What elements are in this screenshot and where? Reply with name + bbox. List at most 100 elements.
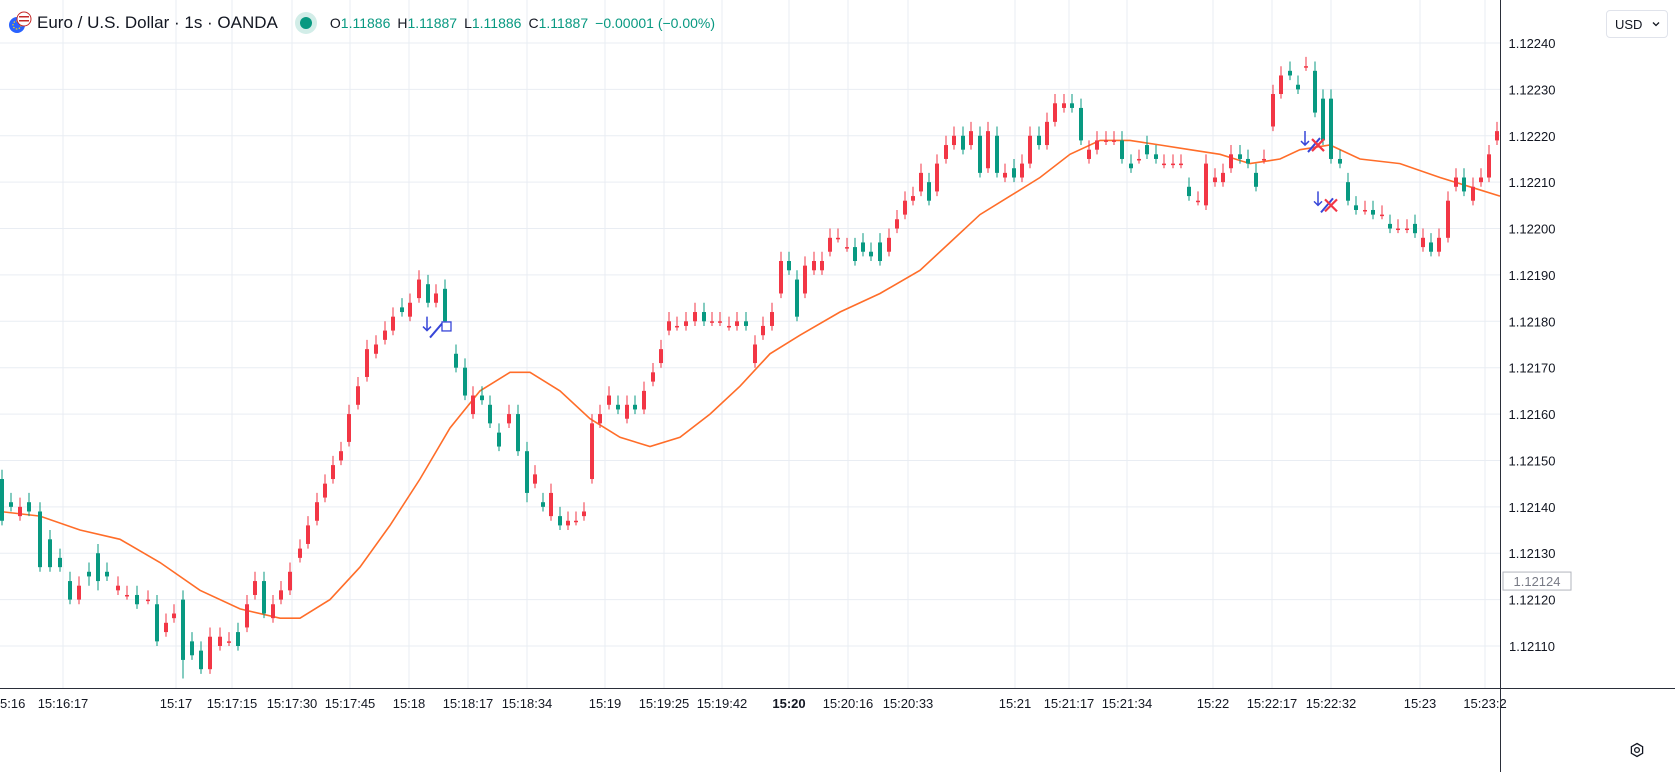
candle	[1204, 154, 1208, 210]
x-tick-label: 5:16	[0, 696, 25, 711]
candle	[1396, 219, 1400, 234]
candle-body	[1012, 168, 1016, 178]
candle	[306, 516, 310, 549]
signal-slash	[1307, 137, 1321, 153]
moving-average-line	[0, 139, 1501, 619]
candle	[245, 594, 249, 633]
candle	[625, 395, 629, 424]
chart-settings-button[interactable]	[1622, 738, 1652, 766]
candle	[227, 632, 231, 646]
x-tick-label: 15:21	[999, 696, 1032, 711]
candle	[533, 465, 537, 489]
candle	[779, 251, 783, 299]
candle-body	[1070, 103, 1074, 108]
candle-body	[426, 284, 430, 303]
candle-body	[1262, 158, 1266, 161]
candle	[1288, 61, 1292, 81]
candle-body	[903, 200, 907, 215]
candle-body	[598, 414, 602, 424]
candle	[911, 186, 915, 206]
candle-body	[408, 302, 412, 317]
candle-body	[927, 182, 931, 201]
candle	[146, 590, 150, 605]
candle	[288, 562, 292, 595]
x-tick-label: 15:17:15	[207, 696, 258, 711]
candle	[208, 627, 212, 674]
candle	[1479, 168, 1483, 187]
candle	[1429, 233, 1433, 257]
candle-body	[218, 636, 222, 646]
y-tick-label: 1.12240	[1509, 36, 1556, 51]
candle-body	[400, 307, 404, 313]
candle-body	[1313, 70, 1317, 113]
symbol-title[interactable]: Euro / U.S. Dollar · 1s · OANDA	[37, 13, 278, 32]
candle	[702, 302, 706, 326]
candle-body	[684, 321, 688, 326]
candle	[1338, 149, 1342, 169]
y-tick-label: 1.12110	[1509, 639, 1555, 654]
candle-body	[753, 344, 757, 364]
candle	[903, 191, 907, 220]
candle	[236, 622, 240, 651]
candle	[77, 576, 81, 605]
candle	[1495, 121, 1499, 146]
candle-body	[105, 571, 109, 577]
y-tick-label: 1.12130	[1509, 546, 1556, 561]
currency-selector[interactable]: USD	[1606, 10, 1668, 38]
candle-body	[1321, 98, 1325, 141]
candle	[675, 316, 679, 331]
low-key: L	[464, 15, 472, 31]
candle-body	[533, 474, 537, 484]
candle	[582, 502, 586, 521]
candle-body	[181, 599, 185, 660]
candle-body	[315, 502, 319, 521]
candle-body	[1087, 149, 1091, 159]
close-value: 1.11887	[538, 15, 589, 31]
candle-body	[659, 349, 663, 364]
candle	[190, 632, 194, 660]
x-tick-label: 15:22:32	[1306, 696, 1357, 711]
candle	[1271, 84, 1275, 132]
candle-body	[1204, 163, 1208, 206]
candle-body	[795, 279, 799, 317]
candle-body	[978, 135, 982, 173]
price-label: 1.12124	[1514, 574, 1561, 589]
candle	[315, 492, 319, 526]
candle	[1262, 149, 1266, 164]
candle-body	[744, 321, 748, 326]
candle	[935, 154, 939, 197]
candle-body	[443, 288, 447, 322]
candle	[1187, 177, 1191, 201]
chevron-down-icon	[1651, 17, 1661, 32]
candle-body	[262, 581, 266, 614]
candle-body	[236, 632, 240, 646]
high-value: 1.11887	[407, 15, 458, 31]
candle-body	[417, 279, 421, 299]
candle-body	[803, 265, 807, 294]
candle	[1104, 131, 1108, 146]
candle-body	[331, 465, 335, 480]
candle-body	[48, 539, 52, 568]
candle	[339, 441, 343, 466]
candle-body	[1104, 140, 1108, 142]
down-arrow-marker	[1313, 191, 1334, 213]
candle-body	[861, 242, 865, 252]
candle-body	[961, 135, 965, 150]
candle	[1437, 228, 1441, 257]
candle	[727, 316, 731, 331]
candle	[58, 548, 62, 572]
candle-body	[1137, 158, 1141, 161]
candle	[1112, 131, 1116, 146]
open-key: O	[329, 15, 341, 31]
candle	[1037, 126, 1041, 150]
candle	[1120, 131, 1124, 164]
candle	[1053, 94, 1057, 127]
candle-body	[116, 585, 120, 591]
candle	[434, 284, 438, 308]
candle-body	[541, 502, 545, 507]
candle	[181, 590, 185, 679]
candle-body	[1446, 200, 1450, 238]
candle-body	[1213, 177, 1217, 183]
